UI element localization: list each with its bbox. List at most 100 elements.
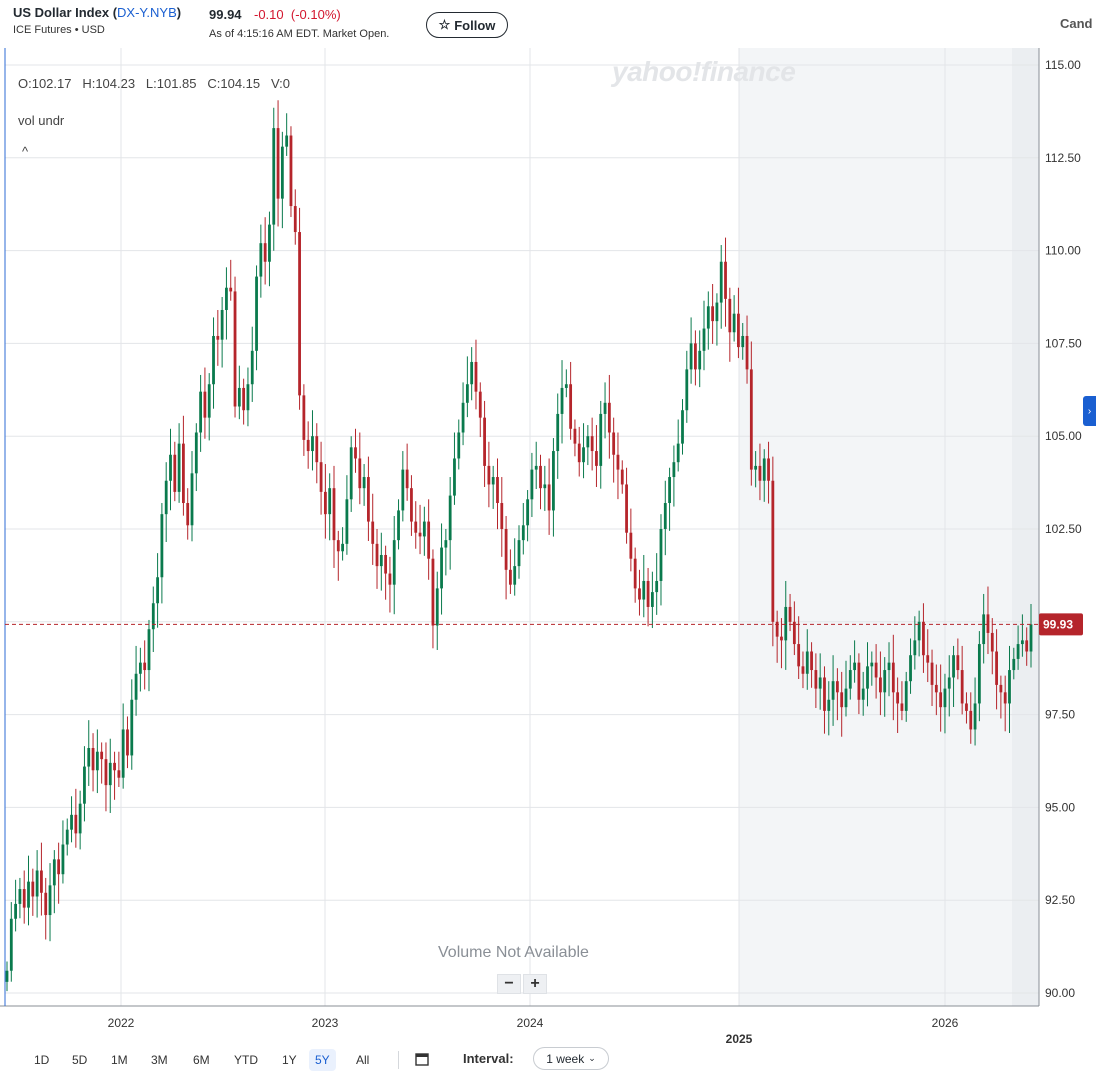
price-chart[interactable]: 90.00 92.50 95.00 97.50 102.50 105.00 107.50 11… [0,48,1096,1048]
candle-body [491,477,495,485]
candle-body [319,462,323,492]
range-3m[interactable]: 3M [151,1053,168,1067]
candle-body [268,224,271,262]
range-1m[interactable]: 1M [111,1053,128,1067]
candle-body [444,540,448,548]
candle-body [754,465,758,470]
candle-body [681,410,684,444]
candle-body [27,881,30,908]
current-period-shade [1012,48,1039,1006]
chart-type-selector[interactable]: Cand [1060,16,1093,31]
candle-body [539,465,542,489]
candle-body [242,387,246,411]
candle-body [517,540,521,567]
candle-body [866,666,869,689]
x-tick-label: 2026 [932,1016,959,1030]
candle-body [18,889,22,904]
interval-label: Interval: [463,1051,514,1066]
candle-body [737,313,740,348]
candle-body [943,688,947,708]
candle-body [853,662,856,671]
range-5d[interactable]: 5D [72,1053,88,1067]
range-1d[interactable]: 1D [34,1053,50,1067]
candle-body [650,592,654,607]
candle-body [999,684,1003,693]
zoom-controls: − + [497,974,547,994]
candle-body [521,525,525,541]
candle-body [896,692,900,704]
exchange-info: ICE Futures • USD [13,24,105,36]
candle-body [848,670,852,689]
expand-panel-icon[interactable]: › [1083,396,1096,426]
candle-body [827,699,831,711]
candle-body [797,644,801,667]
candle-body [186,503,190,526]
candle-body [728,298,732,333]
ticker-symbol[interactable]: DX-Y.NYB [117,5,177,20]
candle-body [151,603,155,630]
range-5y[interactable]: 5Y [309,1049,336,1071]
range-all[interactable]: All [356,1053,370,1067]
candle-body [311,436,314,452]
candle-body [607,402,611,433]
y-tick-label: 115.00 [1045,58,1081,72]
candle-body [302,395,306,440]
zoom-out-button[interactable]: − [497,974,521,994]
candle-body [250,350,254,385]
last-price: 99.94 [209,7,242,22]
candle-body [547,484,551,511]
candle-body [990,632,994,652]
candle-body [913,640,917,656]
candle-body [255,276,258,351]
candle-body [995,651,998,685]
candle-body [844,688,848,708]
volume-study-label[interactable]: vol undr [18,113,65,128]
candle-body [293,206,297,233]
candle-body [573,428,577,444]
candle-body [835,681,839,693]
candle-body [203,391,207,418]
candle-body [732,313,736,333]
candle-body [40,870,43,893]
candle-body [345,499,349,544]
market-status: As of 4:15:16 AM EDT. Market Open. [209,28,390,40]
candle-body [823,677,826,711]
candle-body [582,447,585,463]
candle-body [620,469,624,485]
candle-body [487,465,491,485]
candle-body [315,436,319,463]
candle-body [771,480,775,622]
range-toolbar: 1D 5D 1M 3M 6M YTD 1Y 5Y All Interval: 1… [0,1044,1096,1074]
candle-body [52,859,56,886]
candle-body [960,670,964,704]
candle-body [91,748,95,771]
candle-body [969,710,973,730]
range-6m[interactable]: 6M [193,1053,210,1067]
calendar-icon[interactable] [414,1051,430,1067]
range-1y[interactable]: 1Y [282,1053,297,1067]
candle-body [354,447,357,459]
yahoo-finance-watermark: yahoo!finance [612,56,796,87]
follow-button[interactable]: ☆ Follow [426,12,508,38]
candle-body [9,918,13,971]
candle-body [668,477,671,504]
candle-body [595,451,598,466]
collapse-legend-icon[interactable]: ^ [21,143,29,159]
candle-body [685,369,689,411]
candle-body [659,529,663,581]
y-tick-labels: 90.00 92.50 95.00 97.50 102.50 105.00 107.50 11… [1045,58,1082,1000]
candle-body [95,751,99,771]
candle-body [840,692,844,708]
candle-body [57,859,61,875]
zoom-in-button[interactable]: + [523,974,547,994]
range-ytd[interactable]: YTD [234,1053,258,1067]
candle-body [663,503,667,529]
candle-body [870,662,874,667]
candle-body [397,510,400,541]
candle-body [233,291,237,407]
candle-body [775,621,779,637]
candle-body [891,662,895,693]
interval-select[interactable]: 1 week ⌄ [533,1047,609,1070]
candle-body [638,588,641,600]
candle-body [336,540,340,552]
